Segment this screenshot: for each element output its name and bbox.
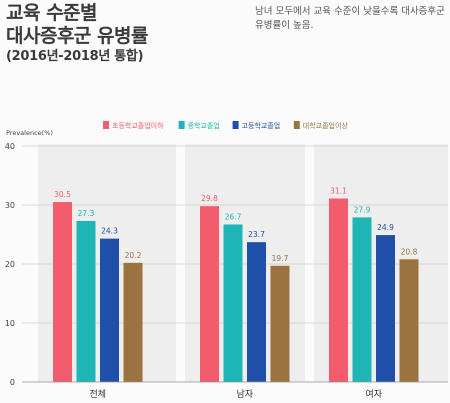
bar xyxy=(123,262,143,382)
bar xyxy=(223,224,243,382)
y-tick-label: 30 xyxy=(5,201,15,210)
bar xyxy=(76,220,96,382)
legend-swatch-4 xyxy=(293,121,300,129)
bar xyxy=(399,259,419,382)
bar xyxy=(53,202,72,382)
legend-label-3: 고등학교졸업 xyxy=(242,121,281,130)
data-label: 31.1 xyxy=(330,187,347,196)
bar xyxy=(247,242,266,382)
y-axis-label: Prevalence(%) xyxy=(6,129,53,137)
data-label: 27.9 xyxy=(354,205,371,214)
data-label: 26.7 xyxy=(225,212,242,221)
chart-note: 남녀 모두에서 교육 수준이 낮을수록 대사증후군 유병률이 높음. xyxy=(255,6,445,31)
chart-title: 교육 수준별 대사증후군 유병률 (2016년-2018년 통합) xyxy=(6,2,148,66)
data-label: 24.3 xyxy=(101,227,118,236)
y-tick-label: 10 xyxy=(5,319,15,328)
legend-swatch-2 xyxy=(178,121,185,129)
data-label: 19.7 xyxy=(272,254,289,263)
data-label: 20.2 xyxy=(125,251,142,260)
bar xyxy=(376,235,395,382)
legend-swatch-1 xyxy=(103,121,109,129)
y-tick-label: 20 xyxy=(5,260,15,269)
x-tick-label: 여자 xyxy=(365,388,382,400)
legend-swatch-3 xyxy=(232,121,239,129)
data-label: 24.9 xyxy=(377,223,394,232)
bar xyxy=(352,217,372,382)
legend-label-2: 중학교졸업 xyxy=(188,121,220,130)
bar xyxy=(100,238,119,382)
title-line-1: 교육 수준별 xyxy=(6,2,98,24)
y-tick-label: 40 xyxy=(5,142,15,151)
x-tick-label: 전체 xyxy=(89,389,106,400)
data-label: 27.3 xyxy=(78,209,95,218)
x-tick-label: 남자 xyxy=(236,389,253,400)
data-label: 30.5 xyxy=(54,190,71,199)
data-label: 23.7 xyxy=(248,230,265,239)
bar xyxy=(329,198,348,382)
title-line-3: (2016년-2018년 통합) xyxy=(6,49,144,64)
legend-label-1: 초등학교졸업이하 xyxy=(112,121,164,130)
bar xyxy=(270,265,290,382)
bar xyxy=(200,206,219,382)
data-label: 29.8 xyxy=(201,194,218,203)
y-tick-label: 0 xyxy=(10,378,15,387)
title-line-2: 대사증후군 유병률 xyxy=(6,25,148,47)
legend-label-4: 대학교졸업이상 xyxy=(303,121,349,130)
data-label: 20.8 xyxy=(401,247,418,256)
